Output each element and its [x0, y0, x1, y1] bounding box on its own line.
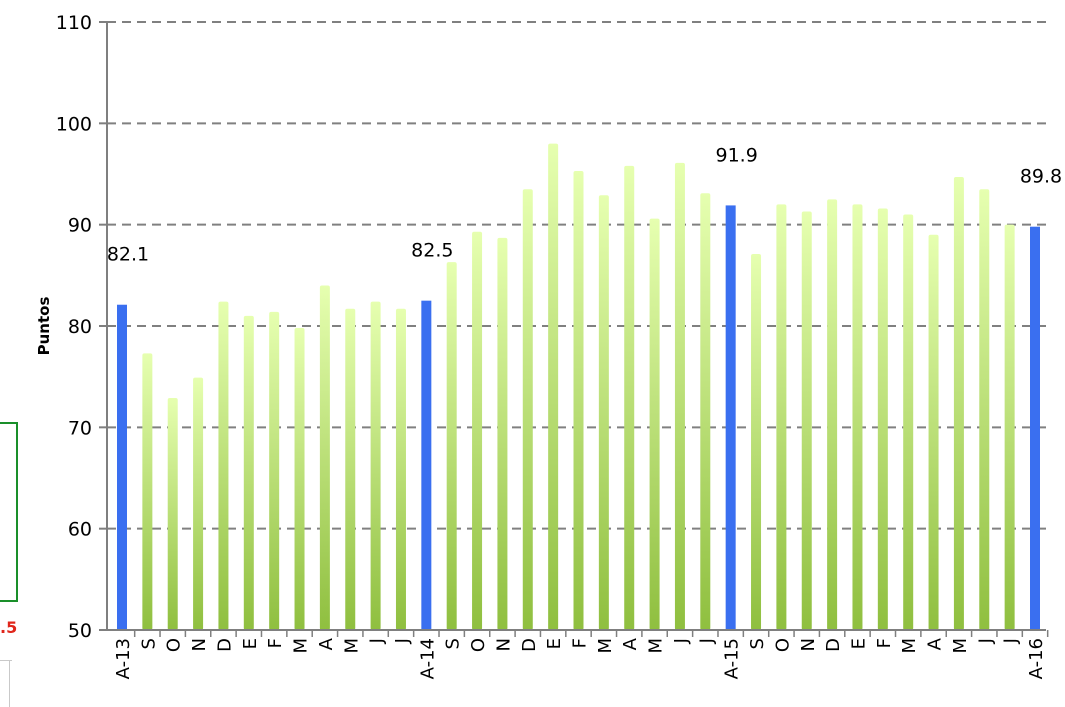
bar [852, 204, 863, 630]
bar-highlight [117, 304, 127, 630]
y-tick-label: 90 [68, 215, 92, 237]
bar [218, 301, 229, 630]
bar [243, 315, 254, 630]
bar [395, 308, 406, 630]
x-tick-label: O [772, 638, 793, 652]
bar [751, 254, 762, 630]
axes [99, 21, 1049, 637]
cropped-divider-vline [9, 660, 10, 707]
data-label: 82.5 [411, 240, 453, 262]
bar [827, 199, 838, 631]
y-tick-label: 110 [56, 12, 92, 34]
y-tick-label: 100 [56, 113, 92, 135]
bar [345, 308, 356, 630]
data-label: 82.1 [107, 244, 149, 266]
x-tick-label: A-16 [1026, 638, 1047, 679]
x-tick-label: M [341, 638, 362, 654]
bar [370, 301, 381, 630]
x-tick-label: J [975, 638, 996, 644]
x-tick-label: D [823, 638, 844, 652]
x-tick-label: J [367, 638, 388, 644]
bar [1004, 224, 1015, 630]
x-tick-label: A-13 [113, 638, 134, 679]
bar [294, 328, 305, 630]
x-tick-label: S [138, 638, 159, 649]
x-tick-label: M [595, 638, 616, 654]
data-label: 89.8 [1020, 166, 1062, 188]
bar [548, 143, 559, 630]
bar [928, 234, 939, 631]
bar [598, 195, 609, 630]
bar [319, 285, 330, 630]
x-tick-label: J [392, 638, 413, 644]
x-tick-label: E [848, 638, 869, 649]
bar [877, 208, 888, 630]
y-tick-label: 60 [68, 519, 92, 541]
x-tick-label: J [1001, 638, 1022, 644]
bar [522, 189, 533, 630]
y-tick-label: 80 [68, 316, 92, 338]
bar [700, 193, 711, 630]
bar [269, 311, 280, 630]
x-tick-label: N [493, 638, 514, 651]
bar [624, 165, 635, 631]
x-tick-label: M [291, 638, 312, 654]
x-tick-label: M [646, 638, 667, 654]
x-tick-label: J [671, 638, 692, 644]
x-tick-label: A-14 [417, 638, 438, 679]
x-tick-label: N [189, 638, 210, 651]
bar [167, 397, 178, 630]
x-tick-label: M [950, 638, 971, 654]
data-label: 91.9 [716, 144, 758, 166]
x-tick-label: A [620, 637, 641, 650]
x-tick-label: N [798, 638, 819, 651]
bar [649, 218, 660, 630]
x-tick-label: S [747, 638, 768, 649]
bar [446, 262, 457, 630]
x-tick-label: E [544, 638, 565, 649]
bar [903, 214, 914, 631]
y-tick-label: 70 [68, 417, 92, 439]
bar [953, 177, 964, 631]
x-tick-label: F [570, 638, 591, 648]
x-tick-label: E [240, 638, 261, 649]
cropped-divider-line [0, 660, 12, 661]
bar [142, 353, 153, 630]
x-tick-label: O [468, 638, 489, 652]
bar-highlight [725, 205, 736, 630]
x-tick-label: O [164, 638, 185, 652]
cropped-annotation-box [0, 422, 18, 602]
bar [801, 211, 812, 630]
x-tick-label: D [214, 638, 235, 652]
bar [776, 204, 787, 630]
cropped-annotation-value: .5 [0, 618, 18, 637]
x-tick-label: F [874, 638, 895, 648]
y-tick-label: 50 [68, 620, 92, 642]
x-tick-label: D [519, 638, 540, 652]
bar [674, 162, 685, 630]
x-tick-label: A [925, 637, 946, 650]
bar-highlight [421, 300, 432, 630]
x-tick-label: A-15 [722, 638, 743, 679]
x-tick-label: M [899, 638, 920, 654]
x-tick-label: S [443, 638, 464, 649]
x-tick-label: J [696, 638, 717, 644]
y-axis-label: Puntos [35, 297, 53, 356]
bar [979, 189, 990, 630]
bar [573, 170, 584, 630]
bar [472, 231, 483, 630]
bar [193, 377, 204, 630]
x-tick-label: A [316, 637, 337, 650]
x-tick-label: F [265, 638, 286, 648]
bars [117, 143, 1040, 631]
bar-highlight [1030, 226, 1040, 630]
bar [497, 237, 508, 630]
